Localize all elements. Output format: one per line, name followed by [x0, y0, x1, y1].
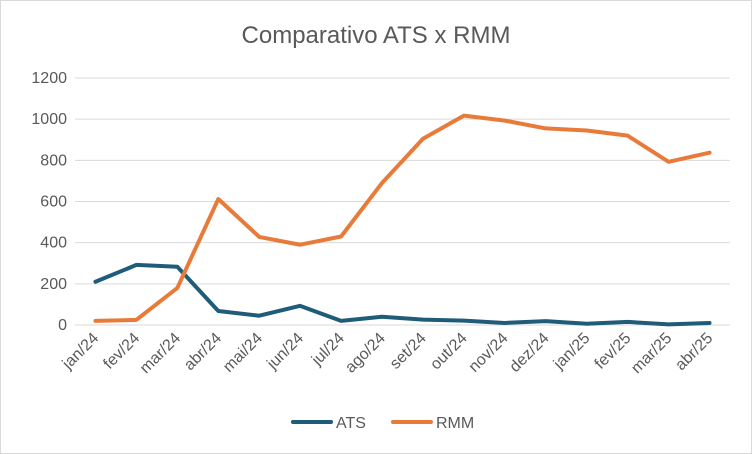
chart-title: Comparativo ATS x RMM	[242, 22, 511, 49]
x-tick-label: mar/25	[628, 330, 675, 377]
legend-label-ats: ATS	[336, 415, 366, 432]
x-tick-label: abr/25	[672, 330, 716, 374]
y-tick-label: 400	[40, 235, 67, 252]
y-tick-label: 800	[40, 152, 67, 169]
x-tick-label: nov/24	[466, 330, 512, 376]
y-tick-label: 600	[40, 194, 67, 211]
series-lines	[93, 113, 712, 327]
x-tick-label: set/24	[387, 330, 430, 373]
series-line-rmm	[93, 113, 712, 323]
x-tick-label: jan/24	[59, 330, 103, 374]
legend: ATS RMM	[291, 415, 474, 432]
x-tick-label: ago/24	[342, 330, 389, 377]
x-tick-label: jan/25	[550, 330, 594, 374]
x-tick-label: mar/24	[137, 330, 184, 377]
series-line-ats	[93, 262, 712, 327]
y-tick-label: 1200	[31, 70, 67, 87]
x-tick-label: mai/24	[220, 330, 266, 376]
x-tick-label: out/24	[427, 330, 471, 374]
y-tick-label: 200	[40, 276, 67, 293]
x-tick-label: jun/24	[263, 330, 307, 374]
gridlines	[75, 77, 730, 326]
y-tick-label: 1000	[31, 111, 67, 128]
y-axis-ticks: 0 200 400 600 800 1000 1200	[31, 70, 67, 334]
legend-label-rmm: RMM	[436, 415, 474, 432]
x-tick-label: dez/24	[507, 330, 553, 376]
x-tick-label: abr/24	[181, 330, 225, 374]
y-tick-label: 0	[58, 317, 67, 334]
